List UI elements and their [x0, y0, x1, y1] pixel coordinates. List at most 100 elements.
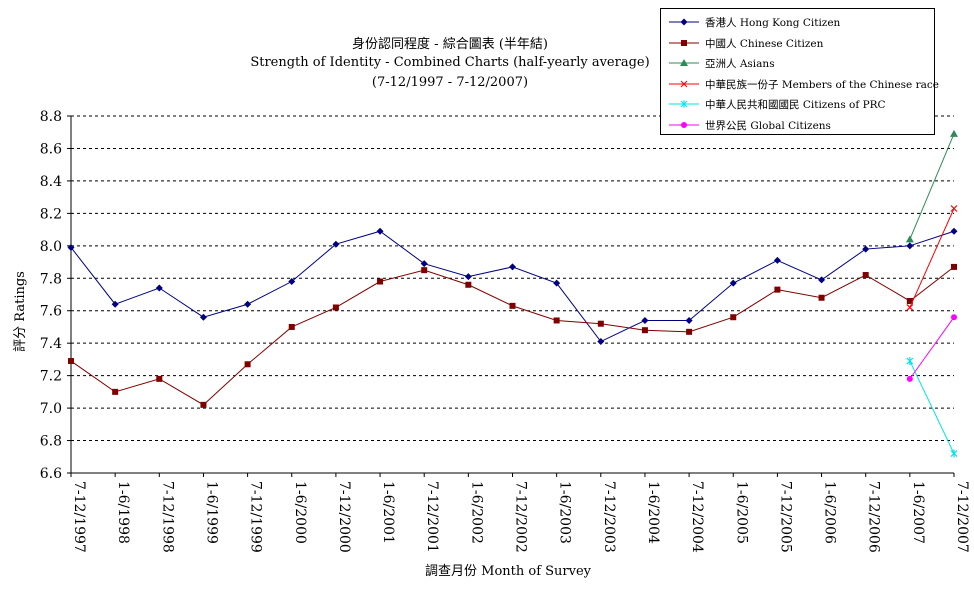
data-point	[200, 401, 207, 408]
x-tick-label: 7-12/2003	[601, 481, 617, 553]
data-point	[862, 245, 870, 253]
x-tick-label: 1-6/2005	[733, 481, 749, 544]
x-tick-label: 7-12/2004	[689, 481, 705, 553]
data-point	[950, 129, 958, 137]
data-point	[729, 279, 737, 287]
legend-swatch	[669, 59, 699, 66]
data-point	[906, 242, 914, 250]
y-tick-label: 8.0	[40, 239, 62, 255]
data-point	[641, 327, 648, 334]
x-tick-label: 1-6/2001	[380, 481, 396, 544]
data-point	[553, 317, 560, 324]
y-tick-label: 6.6	[40, 466, 62, 482]
x-tick-label: 7-12/2002	[513, 481, 529, 553]
y-tick-label: 7.4	[40, 336, 62, 352]
data-point	[730, 314, 737, 321]
series-line-5	[909, 316, 955, 380]
y-tick-label: 8.2	[40, 206, 62, 222]
x-tick-label: 1-6/2000	[292, 481, 308, 544]
data-point	[862, 272, 869, 279]
data-point	[950, 205, 958, 212]
legend-label: 亞洲人 Asians	[705, 58, 775, 70]
data-point	[112, 388, 119, 395]
chart-subtitle: Strength of Identity - Combined Charts (…	[250, 55, 650, 70]
y-tick-label: 8.4	[40, 174, 62, 190]
x-tick-label: 7-12/2006	[866, 481, 882, 553]
data-point	[685, 316, 693, 324]
data-point	[597, 338, 605, 346]
data-point	[68, 358, 74, 365]
data-point	[906, 304, 914, 311]
x-tick-label: 7-12/2005	[777, 481, 793, 553]
series-line-3	[909, 208, 955, 308]
y-tick-label: 8.8	[40, 109, 62, 125]
x-tick-label: 7-12/2001	[424, 481, 440, 553]
data-point	[67, 243, 75, 251]
data-point	[950, 449, 958, 458]
data-point	[332, 304, 339, 311]
data-point	[686, 328, 693, 335]
data-point	[464, 273, 472, 281]
data-point	[906, 375, 913, 382]
series-line-4	[909, 360, 955, 454]
series-line-1	[70, 266, 955, 406]
data-point	[774, 286, 781, 293]
x-tick-label: 7-12/1999	[248, 481, 264, 553]
legend-swatch	[669, 100, 699, 108]
y-tick-label: 7.6	[40, 304, 62, 320]
legend-label: 中國人 Chinese Citizen	[705, 37, 824, 50]
x-tick-label: 7-12/1997	[71, 481, 87, 553]
y-tick-label: 7.8	[40, 271, 62, 287]
data-point	[818, 276, 826, 284]
data-point	[111, 300, 119, 308]
x-tick-label: 1-6/1999	[203, 481, 219, 544]
x-tick-label: 1-6/2003	[557, 481, 573, 544]
x-tick-label: 1-6/2007	[910, 481, 926, 544]
x-tick-label: 1-6/2002	[468, 481, 484, 544]
data-point	[905, 235, 914, 243]
legend-swatch	[669, 80, 699, 87]
data-point	[199, 313, 207, 321]
data-point	[906, 297, 913, 304]
data-point	[288, 278, 296, 286]
x-axis-title: 調查月份 Month of Survey	[425, 564, 592, 579]
legend-label: 中華民族一份子 Members of the Chinese race	[705, 78, 939, 91]
legend-label: 香港人 Hong Kong Citizen	[705, 17, 841, 29]
data-point	[951, 263, 957, 270]
data-point	[950, 227, 958, 235]
data-point	[773, 256, 781, 264]
x-tick-label: 1-6/1998	[115, 481, 131, 544]
legend-swatch	[669, 18, 699, 26]
legend-swatch	[669, 39, 699, 46]
data-point	[155, 284, 163, 292]
data-point	[465, 281, 472, 288]
data-point	[509, 263, 516, 271]
legend-swatch	[669, 121, 699, 128]
data-point	[156, 375, 163, 382]
chart-date-range: (7-12/1997 - 7-12/2007)	[371, 75, 529, 90]
x-tick-label: 7-12/2000	[336, 481, 352, 553]
data-point	[244, 361, 251, 368]
legend-label: 中華人民共和國國民 Citizens of PRC	[705, 99, 886, 111]
data-point	[421, 267, 428, 274]
y-tick-label: 8.6	[40, 141, 62, 157]
legend-label: 世界公民 Global Citizens	[705, 119, 831, 132]
data-point	[818, 294, 825, 301]
y-axis-title: 評分 Ratings	[12, 271, 28, 352]
series-line-0	[70, 230, 955, 343]
legend: 香港人 Hong Kong Citizen 中國人 Chinese Citizen…	[660, 8, 939, 135]
data-point	[244, 300, 252, 308]
data-point	[641, 316, 649, 324]
data-point	[597, 320, 604, 327]
chart-title: 身份認同程度 - 綜合圖表 (半年結)	[352, 37, 548, 52]
data-point	[951, 314, 957, 321]
y-tick-label: 6.8	[40, 434, 62, 450]
x-tick-label: 1-6/2004	[645, 481, 661, 544]
data-point	[509, 302, 516, 309]
data-point	[377, 278, 384, 285]
y-tick-label: 7.2	[40, 369, 62, 385]
data-point	[906, 357, 914, 366]
y-tick-label: 7.0	[40, 401, 62, 417]
